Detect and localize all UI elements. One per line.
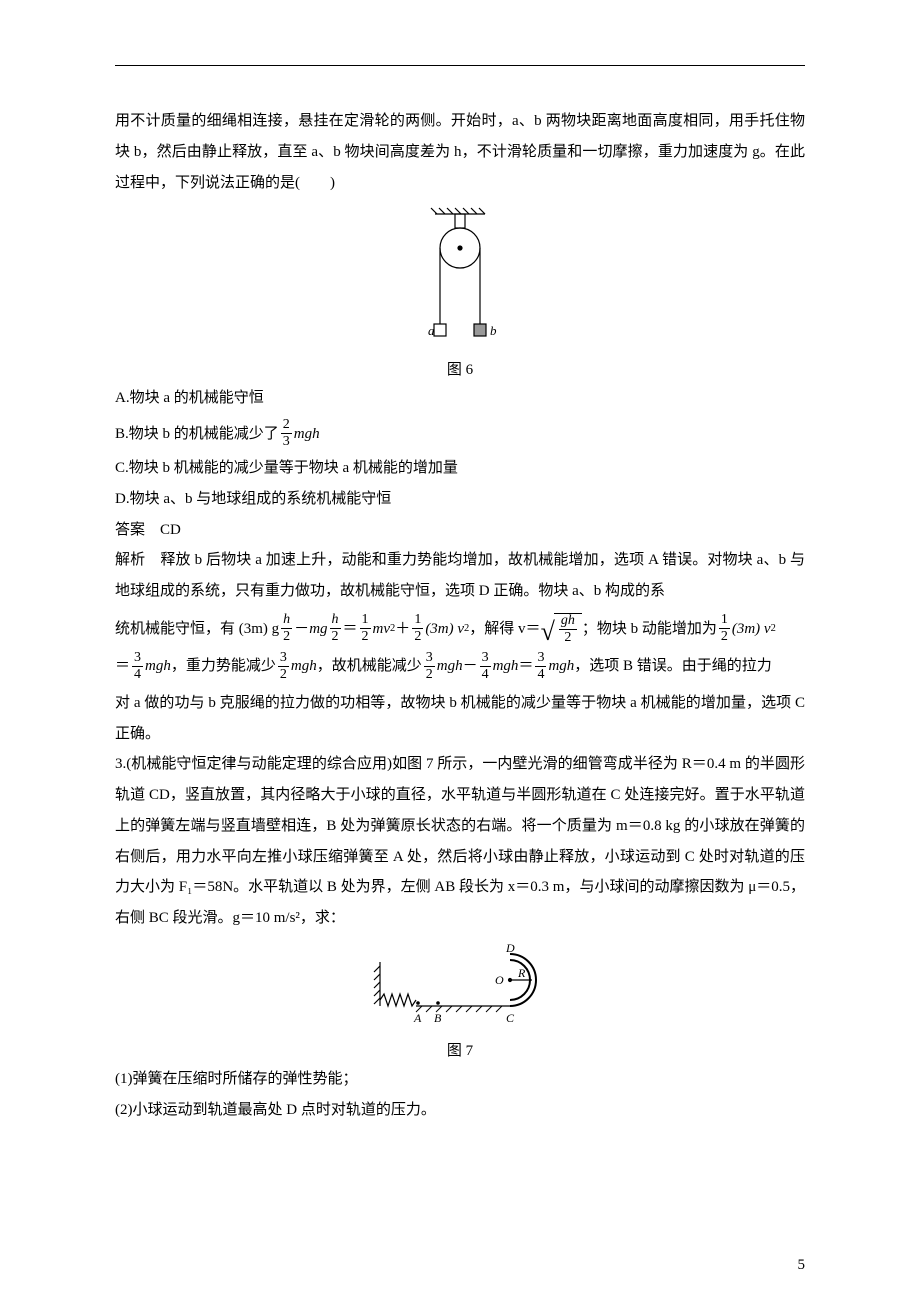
page-number: 5	[798, 1257, 806, 1274]
option-b-pre: B.物块 b 的机械能减少了	[115, 425, 279, 443]
option-d: D.物块 a、b 与地球组成的系统机械能守恒	[115, 484, 805, 515]
sqrt-icon: √ gh2	[541, 613, 582, 645]
option-b: B.物块 b 的机械能减少了 2 3 mgh	[115, 418, 805, 449]
answer-line: 答案 CD	[115, 515, 805, 546]
explain-p1: 解析 释放 b 后物块 a 加速上升，动能和重力势能均增加，故机械能增加，选项 …	[115, 545, 805, 607]
option-c: C.物块 b 机械能的减少量等于物块 a 机械能的增加量	[115, 453, 805, 484]
fraction-2-3: 2 3	[281, 418, 292, 449]
svg-text:O: O	[495, 973, 504, 987]
svg-text:R: R	[517, 966, 526, 980]
intro-paragraph: 用不计质量的细绳相连接，悬挂在定滑轮的两侧。开始时，a、b 两物块距离地面高度相…	[115, 106, 805, 198]
pulley-diagram: a b	[405, 206, 515, 351]
explain-math-2: ＝ 34 mgh ，重力势能减少 32 mgh ，故机械能减少 32 mgh －…	[115, 651, 805, 682]
figure-6-caption: 图 6	[115, 358, 805, 379]
figure-7-caption: 图 7	[115, 1039, 805, 1060]
q3-sub1: (1)弹簧在压缩时所储存的弹性势能；	[115, 1064, 805, 1095]
svg-text:B: B	[434, 1011, 442, 1025]
option-b-post: mgh	[294, 425, 320, 443]
explain-p-last: 对 a 做的功与 b 克服绳的拉力做的功相等，故物块 b 机械能的减少量等于物块…	[115, 688, 805, 750]
track-diagram: D O R A B C	[360, 942, 560, 1032]
explain-math-1: 统机械能守恒，有 (3m) g h2 － mg h2 ＝ 12 mv2 ＋ 12…	[115, 613, 805, 645]
svg-text:A: A	[413, 1011, 422, 1025]
label-b: b	[490, 323, 497, 338]
q3-sub2: (2)小球运动到轨道最高处 D 点时对轨道的压力。	[115, 1095, 805, 1126]
figure-6: a b 图 6	[115, 206, 805, 379]
figure-7: D O R A B C 图 7	[115, 942, 805, 1060]
svg-text:D: D	[505, 942, 515, 955]
q3-paragraph: 3.(机械能守恒定律与动能定理的综合应用)如图 7 所示，一内壁光滑的细管弯成半…	[115, 749, 805, 934]
option-a: A.物块 a 的机械能守恒	[115, 383, 805, 414]
top-rule	[115, 65, 805, 66]
svg-text:C: C	[506, 1011, 515, 1025]
label-a: a	[428, 323, 435, 338]
